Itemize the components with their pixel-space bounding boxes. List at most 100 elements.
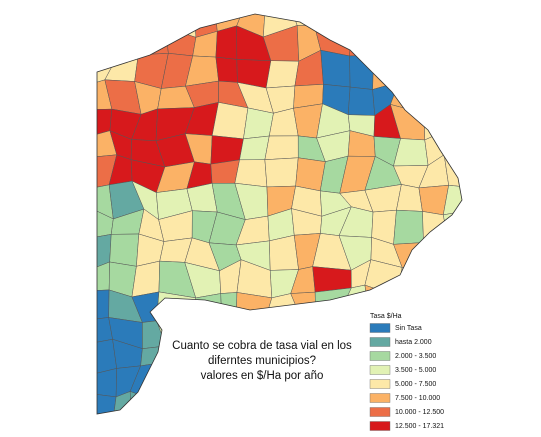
municipality [208,388,249,414]
municipality [471,186,500,214]
municipality [398,52,420,83]
municipality [443,129,462,162]
legend-title: Tasa $/Ha [370,313,402,320]
municipality [370,14,402,32]
municipality [476,423,507,437]
municipality [137,27,169,56]
legend-swatch [369,379,391,389]
municipality [393,209,424,245]
municipality [348,14,375,32]
legend-swatch [369,337,391,347]
legend-label: 2.000 - 3.500 [395,353,436,360]
municipality [234,418,273,437]
title-line: diferntes municipios? [208,355,316,367]
municipality [347,86,376,116]
municipality [469,106,504,140]
municipality [321,388,346,414]
municipality [418,75,455,114]
municipality [479,209,505,244]
municipality [469,77,507,116]
municipality [339,362,367,401]
legend-swatch [369,365,391,375]
municipality [314,14,352,32]
municipality [189,416,209,437]
municipality [239,388,271,414]
municipality [450,362,462,403]
municipality [209,416,240,437]
municipality [312,266,352,293]
municipality [416,25,447,60]
municipality [471,157,500,187]
municipality [419,312,449,340]
municipality [239,135,270,161]
municipality [157,395,194,414]
municipality [426,14,451,37]
municipality [265,60,300,89]
municipality [444,14,462,33]
municipality [449,424,480,437]
municipality [476,242,505,272]
municipality [472,284,502,317]
municipality [443,269,462,289]
municipality [97,368,117,398]
municipality [482,54,508,80]
municipality [478,396,501,424]
municipality [97,261,110,292]
municipality [447,106,462,141]
municipality [210,159,240,184]
municipality [158,424,193,437]
municipality [142,320,167,349]
municipality [264,135,299,160]
legend-label: 5.000 - 7.500 [395,381,436,388]
municipality [220,292,238,312]
municipality [477,341,500,371]
municipality [478,137,502,162]
municipality [477,6,503,32]
municipality [215,56,238,83]
municipality [97,26,118,63]
municipality [400,23,428,54]
municipality [448,398,462,414]
municipality [349,30,375,57]
municipality [109,14,144,33]
municipality [416,52,455,86]
municipality [97,14,118,33]
municipality [97,392,117,414]
municipality [157,362,192,402]
municipality [234,159,268,188]
municipality [422,287,447,322]
map-title: Cuanto se cobra de tasa vial en los dife… [172,340,352,382]
municipality [270,424,296,437]
title-line: valores en $/Ha por año [201,370,324,382]
municipality [194,14,218,38]
legend-label: 10.000 - 12.500 [395,409,444,416]
municipality [477,314,499,346]
legend: Tasa $/Ha Sin Tasa hasta 2.000 2.000 - 3.5… [369,313,444,431]
municipality [130,413,169,414]
municipality [264,387,296,414]
municipality [372,52,405,90]
municipality [288,420,323,437]
municipality [478,363,502,402]
legend-label: Sin Tasa [395,325,422,332]
municipality [442,184,462,216]
municipality [443,238,462,272]
municipality [215,25,238,60]
municipality [113,27,141,63]
title-line: Cuanto se cobra de tasa vial en los [172,340,352,352]
municipality [395,14,428,36]
municipality [447,338,462,371]
municipality [423,106,448,141]
municipality [447,76,462,108]
municipality [422,238,448,271]
municipality [109,233,140,267]
legend-label: 3.500 - 5.000 [395,367,436,374]
municipality [480,24,506,59]
municipality [314,287,352,314]
municipality [211,102,249,140]
municipality [264,157,299,188]
municipality [165,26,197,57]
legend-label: 12.500 - 17.321 [395,423,444,430]
legend-label: 7.500 - 10.000 [395,395,440,402]
municipality [320,49,351,88]
